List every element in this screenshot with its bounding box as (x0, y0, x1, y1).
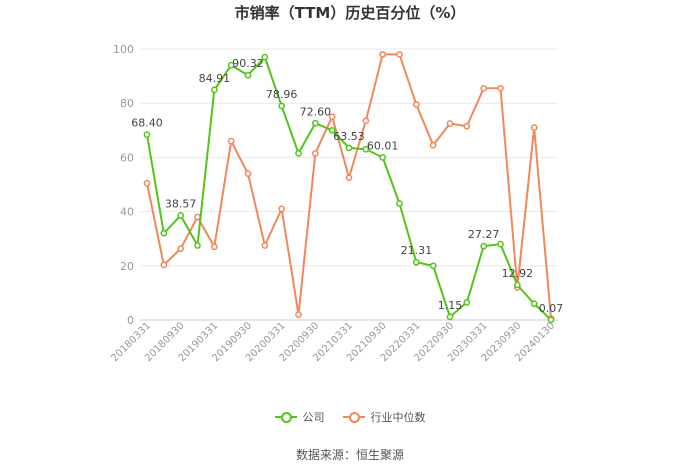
point-industry-median (345, 174, 353, 182)
data-label: 84.91 (199, 72, 231, 85)
point-company (210, 86, 218, 94)
y-tick-label: 80 (120, 97, 134, 110)
point-company (463, 299, 471, 306)
point-company (227, 61, 235, 69)
point-industry-median (396, 51, 403, 58)
y-tick-label: 0 (127, 314, 134, 327)
legend-label-industry-median: 行业中位数 (370, 411, 426, 424)
point-industry-median (311, 149, 319, 157)
point-industry-median (463, 122, 471, 130)
legend-label-company: 公司 (302, 411, 325, 424)
chart-title: 市销率（TTM）历史百分位（%） (234, 4, 466, 22)
y-tick-label: 60 (120, 151, 134, 164)
point-industry-median (244, 170, 252, 178)
point-industry-median (143, 179, 151, 187)
y-tick-label: 40 (120, 206, 134, 219)
grid-lines (140, 48, 558, 321)
data-label: 90.32 (232, 57, 264, 70)
point-company (278, 102, 286, 110)
point-industry-median (429, 141, 437, 149)
point-industry-median (278, 205, 286, 213)
point-company (143, 131, 151, 138)
point-company (244, 71, 252, 79)
legend: 公司 行业中位数 (0, 409, 700, 425)
point-company (429, 262, 437, 270)
data-label: 60.01 (367, 139, 399, 152)
point-company (513, 281, 521, 289)
point-industry-median (497, 84, 504, 92)
point-industry-median (328, 113, 336, 121)
point-industry-median (160, 261, 168, 269)
point-industry-median (530, 124, 538, 131)
point-industry-median (210, 243, 218, 251)
data-label: 68.40 (131, 117, 163, 130)
point-company (480, 242, 488, 250)
point-company (311, 119, 319, 127)
point-company (412, 258, 420, 266)
point-industry-median (412, 101, 420, 108)
data-label: 12.92 (502, 267, 534, 280)
point-company (396, 200, 403, 207)
point-industry-median (227, 137, 235, 145)
source-note: 数据来源：恒生聚源 (295, 448, 404, 462)
point-company (345, 144, 353, 152)
point-company (328, 126, 336, 134)
legend-swatch-industry-median (342, 412, 365, 423)
point-industry-median (379, 51, 387, 58)
point-industry-median (295, 311, 302, 318)
point-company (295, 149, 302, 157)
y-tick-label: 20 (120, 260, 134, 273)
series-line-company (146, 56, 552, 321)
y-tick-label: 100 (113, 43, 134, 56)
point-company (547, 316, 555, 324)
point-company (177, 212, 185, 219)
point-industry-median (480, 84, 488, 92)
legend-item-company[interactable]: 公司 (274, 409, 325, 425)
point-company (194, 242, 201, 249)
point-industry-median (177, 245, 185, 253)
point-company (530, 300, 538, 308)
point-industry-median (261, 242, 269, 249)
series-lines (143, 51, 555, 324)
data-label: 78.96 (266, 88, 298, 101)
data-label: 72.60 (300, 105, 332, 118)
legend-item-industry-median[interactable]: 行业中位数 (342, 409, 426, 425)
point-industry-median (194, 213, 201, 221)
point-company (446, 313, 454, 321)
series-line-industry-median (146, 53, 552, 319)
point-company (362, 145, 370, 153)
data-label: 21.31 (401, 244, 433, 257)
point-company (497, 240, 504, 248)
data-label: 1.15 (438, 299, 463, 312)
data-label: 27.27 (468, 228, 500, 241)
data-label: 0.07 (539, 302, 564, 315)
point-industry-median (362, 117, 370, 125)
data-label: 63.53 (333, 130, 365, 143)
point-company (160, 229, 168, 237)
point-company (379, 154, 387, 161)
point-industry-median (446, 120, 454, 127)
data-label: 38.57 (165, 197, 197, 210)
point-company (261, 53, 269, 61)
legend-swatch-company (274, 412, 297, 423)
